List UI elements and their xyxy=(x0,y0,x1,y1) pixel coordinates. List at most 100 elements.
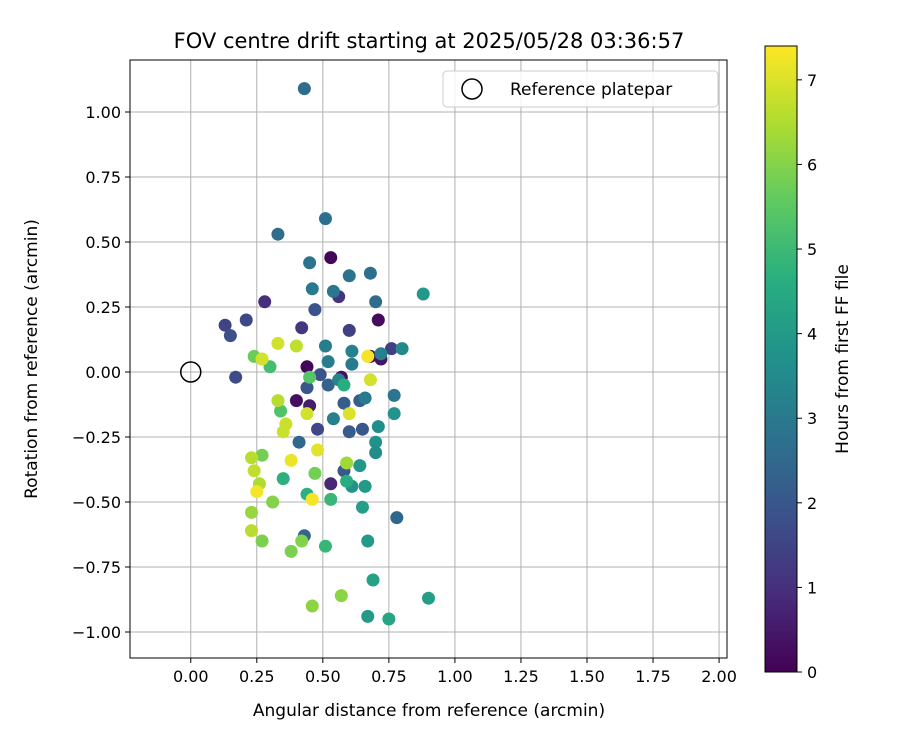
scatter-point xyxy=(295,321,309,335)
scatter-point xyxy=(271,227,285,241)
x-tick-label: 0.00 xyxy=(173,667,209,686)
x-tick-label: 0.25 xyxy=(239,667,275,686)
scatter-point xyxy=(366,573,380,587)
scatter-point xyxy=(387,407,401,421)
scatter-point xyxy=(295,534,309,548)
scatter-point xyxy=(361,349,375,363)
scatter-point xyxy=(247,464,261,478)
colorbar-ticks: 0 1 2 3 4 5 6 7 xyxy=(797,71,817,682)
scatter-point xyxy=(218,318,232,332)
scatter-point xyxy=(297,82,311,96)
scatter-point xyxy=(342,407,356,421)
colorbar-tick-label: 0 xyxy=(807,663,817,682)
scatter-point xyxy=(361,609,375,623)
scatter-point xyxy=(363,266,377,280)
scatter-point xyxy=(276,425,290,439)
scatter-point xyxy=(318,212,332,226)
scatter-point xyxy=(337,396,351,410)
colorbar-tick-label: 3 xyxy=(807,409,817,428)
scatter-point xyxy=(229,370,243,384)
scatter-point xyxy=(382,612,396,626)
scatter-point xyxy=(266,495,280,509)
scatter-point xyxy=(305,599,319,613)
scatter-point xyxy=(324,492,338,506)
colorbar-tick-label: 1 xyxy=(807,578,817,597)
scatter-point xyxy=(245,505,259,519)
scatter-point xyxy=(313,368,327,382)
scatter-point xyxy=(318,539,332,553)
y-tick-label: −1.00 xyxy=(72,623,121,642)
scatter-point xyxy=(255,352,269,366)
scatter-point xyxy=(340,456,354,470)
x-axis-label: Angular distance from reference (arcmin) xyxy=(253,701,605,721)
y-axis-ticks: −1.00 −0.75 −0.50 −0.25 0.00 0.25 0.50 0.75 1.00 xyxy=(72,103,130,642)
scatter-point xyxy=(361,534,375,548)
scatter-point xyxy=(271,394,285,408)
y-tick-label: −0.25 xyxy=(72,428,121,447)
colorbar-tick-label: 7 xyxy=(807,71,817,90)
scatter-point xyxy=(239,313,253,327)
x-axis-ticks: 0.00 0.25 0.50 0.75 1.00 1.25 1.50 1.75 2.00 xyxy=(173,658,737,686)
scatter-point xyxy=(318,339,332,353)
scatter-point xyxy=(390,511,404,525)
legend-box xyxy=(442,70,719,108)
colorbar-gradient xyxy=(764,45,798,673)
scatter-point xyxy=(223,329,237,343)
legend-reference-marker xyxy=(461,78,483,100)
scatter-point xyxy=(385,342,399,356)
scatter-point xyxy=(284,453,298,467)
scatter-point xyxy=(300,381,314,395)
y-tick-label: −0.50 xyxy=(72,493,121,512)
y-tick-label: 1.00 xyxy=(85,103,121,122)
scatter-point xyxy=(326,412,340,426)
scatter-point xyxy=(345,357,359,371)
x-tick-label: 2.00 xyxy=(701,667,737,686)
scatter-point xyxy=(274,404,288,418)
scatter-point xyxy=(292,435,306,449)
scatter-point xyxy=(250,485,264,499)
colorbar: 0 1 2 3 4 5 6 7 Hours from first FF file xyxy=(764,45,853,682)
scatter-point xyxy=(300,360,314,374)
x-tick-label: 1.25 xyxy=(503,667,539,686)
scatter-point xyxy=(258,295,272,309)
scatter-point xyxy=(371,420,385,434)
scatter-point xyxy=(363,373,377,387)
scatter-point xyxy=(358,479,372,493)
scatter-point xyxy=(337,378,351,392)
scatter-point xyxy=(342,269,356,283)
scatter-point xyxy=(321,355,335,369)
scatter-point xyxy=(369,435,383,449)
x-tick-label: 0.75 xyxy=(371,667,407,686)
scatter-point xyxy=(369,295,383,309)
scatter-point xyxy=(321,378,335,392)
scatter-point xyxy=(245,451,259,465)
scatter-point xyxy=(305,492,319,506)
scatter-point xyxy=(334,589,348,603)
scatter-point xyxy=(289,394,303,408)
scatter-point xyxy=(324,477,338,491)
scatter-point xyxy=(271,336,285,350)
scatter-point xyxy=(255,448,269,462)
scatter-point xyxy=(369,446,383,460)
x-tick-label: 1.50 xyxy=(569,667,605,686)
scatter-point xyxy=(358,391,372,405)
scatter-point xyxy=(342,425,356,439)
scatter-point xyxy=(303,370,317,384)
reference-marker xyxy=(180,361,202,383)
scatter-point xyxy=(353,459,367,473)
scatter-point xyxy=(340,474,354,488)
colorbar-tick-label: 2 xyxy=(807,494,817,513)
scatter-point xyxy=(355,500,369,514)
scatter-point xyxy=(305,282,319,296)
chart-title: FOV centre drift starting at 2025/05/28 … xyxy=(174,29,685,53)
x-tick-label: 1.75 xyxy=(635,667,671,686)
y-axis-label: Rotation from reference (arcmin) xyxy=(22,219,42,499)
scatter-point xyxy=(308,466,322,480)
scatter-points xyxy=(218,82,435,626)
scatter-point xyxy=(342,323,356,337)
scatter-point xyxy=(289,339,303,353)
scatter-point xyxy=(422,591,435,605)
legend-entry-reference: Reference platepar xyxy=(510,80,672,100)
scatter-point xyxy=(374,347,388,361)
